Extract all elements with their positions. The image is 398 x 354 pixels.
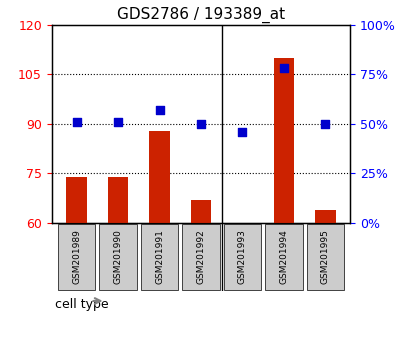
Point <box>115 119 121 125</box>
FancyBboxPatch shape <box>182 224 220 290</box>
Text: GSM201992: GSM201992 <box>197 230 205 284</box>
Point <box>74 119 80 125</box>
Bar <box>149 131 170 223</box>
Bar <box>273 58 294 223</box>
Text: GSM201994: GSM201994 <box>279 230 289 284</box>
Title: GDS2786 / 193389_at: GDS2786 / 193389_at <box>117 7 285 23</box>
Bar <box>315 210 336 223</box>
Text: GSM201991: GSM201991 <box>155 229 164 285</box>
Point <box>156 107 163 113</box>
Text: GSM201993: GSM201993 <box>238 229 247 285</box>
Text: GSM201989: GSM201989 <box>72 229 81 285</box>
FancyBboxPatch shape <box>307 224 344 290</box>
Text: GSM201995: GSM201995 <box>321 229 330 285</box>
Point <box>322 121 329 127</box>
FancyBboxPatch shape <box>141 224 178 290</box>
Point <box>281 65 287 71</box>
Bar <box>108 177 129 223</box>
Text: cell type: cell type <box>55 298 108 311</box>
Text: GSM201990: GSM201990 <box>113 229 123 285</box>
FancyBboxPatch shape <box>100 224 137 290</box>
Point <box>239 129 246 135</box>
Point <box>198 121 204 127</box>
FancyBboxPatch shape <box>224 224 261 290</box>
FancyBboxPatch shape <box>58 224 95 290</box>
FancyBboxPatch shape <box>265 224 302 290</box>
Bar <box>191 200 211 223</box>
Bar <box>66 177 87 223</box>
